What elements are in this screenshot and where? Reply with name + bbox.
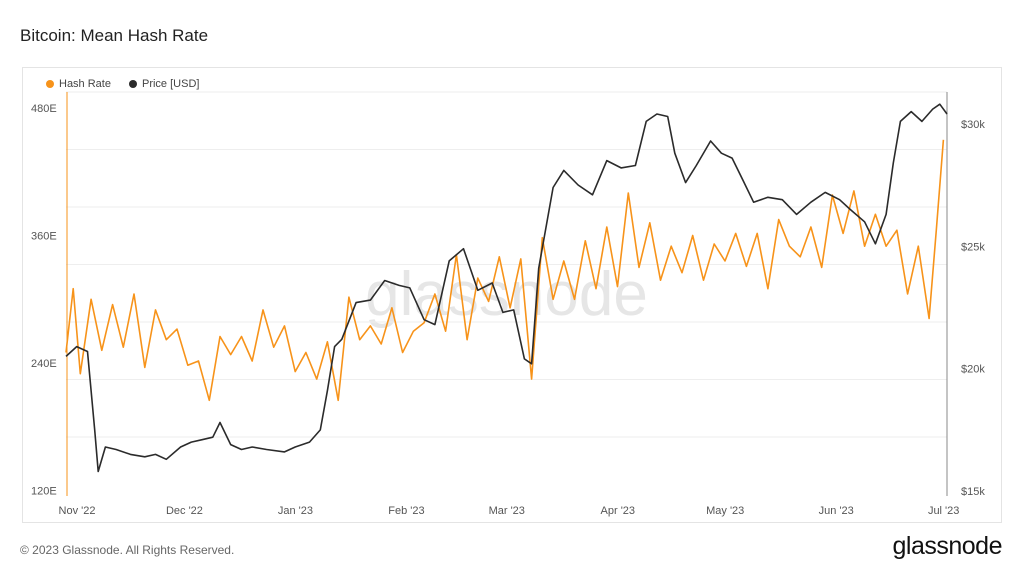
price-dot-icon: [128, 80, 137, 88]
y-right-tick-label: $15k: [961, 486, 985, 498]
legend-label-price: Price [USD]: [141, 78, 200, 90]
x-tick-label: Mar '23: [489, 505, 525, 517]
x-tick-label: Dec '22: [166, 505, 203, 517]
x-tick-label: Feb '23: [388, 505, 424, 517]
y-left-tick-label: 240E: [31, 358, 57, 370]
legend-item-hash-rate[interactable]: Hash Rate: [46, 78, 111, 90]
x-tick-label: Nov '22: [59, 505, 96, 517]
x-tick-label: Jan '23: [278, 505, 313, 517]
chart-panel: [22, 67, 1002, 523]
x-tick-label: Jul '23: [928, 505, 959, 517]
legend-label-hash-rate: Hash Rate: [59, 78, 111, 90]
x-tick-label: Apr '23: [601, 505, 636, 517]
y-left-tick-label: 480E: [31, 103, 57, 115]
x-tick-label: May '23: [706, 505, 744, 517]
y-left-tick-label: 120E: [31, 486, 57, 498]
page-title: Bitcoin: Mean Hash Rate: [20, 26, 209, 45]
glassnode-logo[interactable]: glassnode: [892, 532, 1003, 560]
chart-legend: Hash Rate Price [USD]: [46, 78, 199, 90]
y-right-tick-label: $30k: [961, 119, 985, 131]
x-tick-label: Jun '23: [819, 505, 854, 517]
hash-rate-line: [65, 139, 945, 402]
y-right-tick-label: $25k: [961, 241, 985, 253]
price-line: [65, 103, 948, 473]
copyright-footer: © 2023 Glassnode. All Rights Reserved.: [20, 543, 235, 557]
hash-rate-dot-icon: [46, 80, 54, 88]
legend-item-price[interactable]: Price [USD]: [128, 78, 200, 90]
y-right-tick-label: $20k: [961, 364, 985, 376]
y-left-tick-label: 360E: [31, 231, 57, 243]
